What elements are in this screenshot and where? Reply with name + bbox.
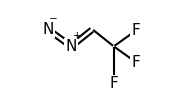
Text: F: F bbox=[109, 76, 118, 91]
Text: F: F bbox=[132, 55, 140, 70]
Text: F: F bbox=[132, 23, 140, 38]
Text: N: N bbox=[65, 39, 77, 54]
Text: N: N bbox=[42, 22, 54, 37]
Text: −: − bbox=[49, 14, 58, 24]
Text: +: + bbox=[73, 31, 81, 41]
